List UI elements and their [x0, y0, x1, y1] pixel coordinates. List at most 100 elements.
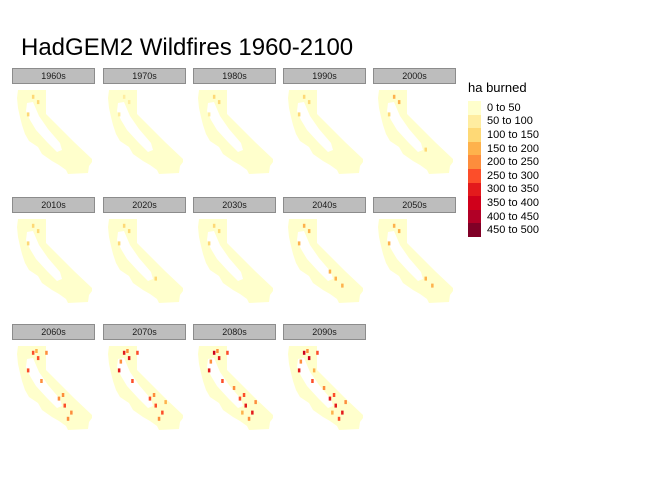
fire-cell [341, 410, 344, 415]
fire-cell [63, 403, 66, 408]
fire-cell [254, 400, 257, 405]
fire-cell [424, 147, 427, 152]
fire-cell [216, 349, 219, 353]
fire-cell [209, 359, 213, 364]
state-fill [108, 219, 183, 303]
facet-panel: 1970s [103, 68, 186, 176]
state-fill [378, 90, 453, 174]
california-map [108, 346, 183, 430]
facet-strip-label: 2060s [12, 324, 95, 340]
fire-cell [119, 359, 123, 364]
fire-cell [392, 94, 396, 99]
fire-cell [431, 283, 434, 288]
central-valley-nodata [207, 358, 243, 408]
facet-strip-label: 2040s [283, 197, 366, 213]
fire-cell [207, 368, 211, 373]
fire-cell [226, 350, 229, 355]
legend-row: 250 to 300 [468, 168, 539, 183]
legend-swatch [468, 182, 481, 197]
facet-panel: 2000s [373, 68, 456, 176]
california-map [108, 219, 183, 303]
fire-cell [302, 94, 306, 99]
legend-swatch [468, 114, 481, 129]
california-map [17, 346, 92, 430]
california-map [198, 90, 273, 174]
facet-panel: 2090s [283, 324, 366, 432]
fire-cell [66, 416, 70, 421]
fire-cell [297, 368, 301, 373]
fire-cell [341, 283, 344, 288]
fire-cell [334, 276, 337, 281]
facet-strip-label: 1990s [283, 68, 366, 84]
legend-row: 400 to 450 [468, 209, 539, 224]
fire-cell [35, 349, 38, 353]
fire-cell [31, 223, 35, 228]
central-valley-nodata [207, 231, 243, 281]
fire-cell [164, 400, 167, 405]
central-valley-nodata [117, 358, 153, 408]
california-map [378, 90, 453, 174]
central-valley-nodata [297, 231, 333, 281]
facet-strip-label: 2050s [373, 197, 456, 213]
california-map [17, 90, 92, 174]
legend-label: 50 to 100 [487, 115, 533, 128]
facet-panel: 2030s [193, 197, 276, 305]
fire-cell [70, 410, 73, 415]
legend-swatch [468, 155, 481, 169]
fire-cell [302, 350, 306, 355]
fire-cell [157, 416, 161, 421]
facet-strip-label: 1960s [12, 68, 95, 84]
legend-label: 400 to 450 [487, 210, 539, 223]
fire-cell [307, 100, 311, 105]
california-map [378, 219, 453, 303]
legend-row: 0 to 50 [468, 101, 539, 115]
central-valley-nodata [387, 102, 423, 152]
california-map [108, 90, 183, 174]
facet-strip-label: 2090s [283, 324, 366, 340]
legend-swatch [468, 223, 481, 237]
legend-label: 200 to 250 [487, 156, 539, 169]
fire-cell [328, 269, 332, 274]
state-fill [108, 346, 183, 430]
facet-strip-label: 2070s [103, 324, 186, 340]
legend-row: 100 to 150 [468, 128, 539, 142]
legend-row: 300 to 350 [468, 182, 539, 197]
fire-cell [251, 410, 254, 415]
fire-cell [117, 112, 121, 117]
fire-cell [122, 94, 126, 99]
fire-cell [424, 276, 427, 281]
fire-cell [57, 396, 61, 401]
fire-cell [334, 403, 337, 408]
legend-row: 200 to 250 [468, 155, 539, 169]
facet-strip-label: 2020s [103, 197, 186, 213]
facet-panel: 2070s [103, 324, 186, 432]
fire-cell [392, 223, 396, 228]
central-valley-nodata [207, 102, 243, 152]
legend-row: 150 to 200 [468, 141, 539, 156]
fire-cell [307, 229, 311, 234]
fire-cell [36, 229, 40, 234]
state-fill [198, 90, 273, 174]
california-map [288, 90, 363, 174]
state-fill [108, 90, 183, 174]
fire-cell [117, 241, 121, 246]
california-map [288, 346, 363, 430]
facet-panel: 1990s [283, 68, 366, 176]
state-fill [288, 219, 363, 303]
fire-cell [127, 356, 131, 361]
fire-cell [332, 393, 336, 397]
central-valley-nodata [297, 358, 333, 408]
legend-items: 0 to 50 50 to 100 100 to 150 150 to 200 200 … [468, 101, 539, 237]
fire-cell [217, 100, 221, 105]
facet-panel: 2060s [12, 324, 95, 432]
fire-cell [26, 241, 30, 246]
facet-strip-label: 1980s [193, 68, 276, 84]
fire-cell [136, 350, 139, 355]
fire-cell [26, 368, 30, 373]
california-map [198, 346, 273, 430]
fire-cell [312, 368, 316, 373]
fire-cell [316, 350, 319, 355]
facet-strip-label: 1970s [103, 68, 186, 84]
legend-swatch [468, 141, 481, 156]
